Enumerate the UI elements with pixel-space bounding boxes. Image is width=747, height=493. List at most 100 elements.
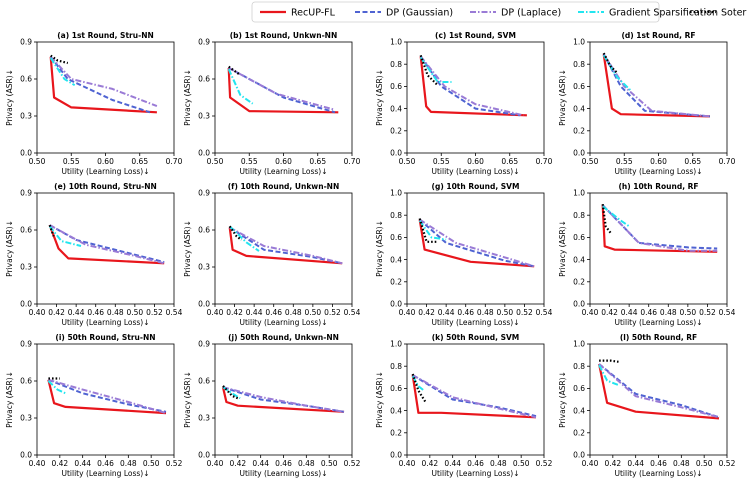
series-line-soteria — [601, 203, 613, 235]
legend-frame — [251, 1, 660, 23]
y-axis-label: Privacy (ASR)↓ — [558, 69, 567, 126]
x-tick-label: 0.44 — [627, 459, 644, 468]
x-tick-label: 0.52 — [516, 308, 533, 317]
legend-item-4: Soteria — [690, 8, 747, 19]
y-tick-label: 0.6 — [390, 233, 402, 242]
y-tick-label: 0.8 — [573, 362, 585, 371]
x-tick-label: 0.48 — [477, 308, 494, 317]
series-line-recup-fl — [228, 227, 343, 265]
series-line-dp-gaussian- — [602, 53, 710, 118]
x-tick-label: 0.50 — [497, 308, 514, 317]
series-line-dp-gaussian- — [48, 378, 167, 413]
y-tick-label: 0.4 — [573, 104, 585, 113]
panel-title: (e) 10th Round, Stru-NN — [54, 182, 157, 191]
x-tick-label: 0.40 — [29, 459, 46, 468]
x-tick-label: 0.46 — [640, 308, 657, 317]
x-tick-label: 0.65 — [684, 157, 701, 166]
x-tick-label: 0.48 — [107, 308, 124, 317]
x-tick-label: 0.40 — [399, 459, 416, 468]
y-tick-label: 0.0 — [198, 451, 210, 460]
x-tick-label: 0.52 — [699, 308, 716, 317]
y-tick-label: 0.0 — [573, 451, 585, 460]
y-tick-label: 0.6 — [573, 82, 585, 91]
y-tick-label: 0.6 — [198, 75, 210, 84]
axes-frame — [214, 343, 353, 456]
series-line-gradient-sparsification — [602, 54, 632, 92]
chart-panel-11: (l) 50th Round, RF 0.40 0.42 0.44 0.46 0.48 0.… — [558, 333, 736, 478]
series-line-dp-gaussian- — [228, 67, 336, 114]
chart-panel-9: (j) 50th Round, Unkwn-NN 0.40 0.42 0.44 0.46… — [183, 333, 361, 478]
y-tick-label: 0.4 — [390, 406, 402, 415]
x-tick-label: 0.70 — [344, 157, 361, 166]
x-tick-label: 0.46 — [275, 459, 292, 468]
series-line-recup-fl — [49, 56, 157, 114]
series-line-recup-fl — [602, 54, 710, 118]
y-tick-label: 0.0 — [198, 300, 210, 309]
x-tick-label: 0.40 — [207, 308, 224, 317]
x-tick-label: 0.42 — [604, 459, 621, 468]
x-tick-label: 0.46 — [87, 308, 104, 317]
y-tick-label: 0.6 — [20, 75, 32, 84]
series-line-dp-gaussian- — [598, 363, 720, 419]
y-tick-label: 0.8 — [390, 362, 402, 371]
chart-panel-10: (k) 50th Round, SVM 0.40 0.42 0.44 0.46 0.48 0… — [375, 333, 553, 478]
x-tick-label: 0.70 — [166, 157, 183, 166]
x-tick-label: 0.55 — [433, 157, 450, 166]
series-line-soteria — [418, 218, 439, 243]
series-line-dp-laplace- — [222, 386, 345, 413]
x-tick-label: 0.42 — [51, 459, 68, 468]
chart-panel-1: (b) 1st Round, Unkwn-NN 0.50 0.55 0.60 0.65 0… — [183, 31, 361, 176]
series-line-dp-gaussian- — [419, 55, 521, 117]
series-line-gradient-sparsification — [602, 205, 630, 228]
x-axis-label: Utility (Learning Loss)↓ — [432, 167, 520, 176]
series-line-soteria — [228, 225, 243, 241]
series-line-recup-fl — [48, 224, 165, 265]
series-line-dp-laplace- — [419, 55, 524, 117]
x-tick-label: 0.40 — [582, 459, 599, 468]
series-line-gradient-sparsification — [227, 68, 254, 105]
series-line-soteria — [602, 52, 619, 74]
legend-label: Gradient Sparsification — [609, 8, 718, 19]
x-tick-label: 0.40 — [399, 308, 416, 317]
series-line-gradient-sparsification — [419, 56, 452, 83]
x-tick-label: 0.55 — [616, 157, 633, 166]
x-tick-label: 0.52 — [536, 459, 553, 468]
x-tick-label: 0.48 — [285, 308, 302, 317]
y-tick-label: 0.0 — [573, 149, 585, 158]
x-tick-label: 0.50 — [143, 459, 160, 468]
x-tick-label: 0.42 — [421, 459, 438, 468]
series-line-gradient-sparsification — [418, 220, 447, 241]
y-tick-label: 0.3 — [198, 112, 210, 121]
y-tick-label: 0.4 — [390, 104, 402, 113]
x-tick-label: 0.54 — [344, 308, 361, 317]
y-tick-label: 0.2 — [573, 127, 585, 136]
y-tick-label: 0.8 — [573, 60, 585, 69]
series-line-dp-laplace- — [412, 374, 537, 419]
chart-panel-3: (d) 1st Round, RF 0.50 0.55 0.60 0.65 0.70 0.0… — [558, 31, 736, 176]
x-tick-label: 0.44 — [74, 459, 91, 468]
x-tick-label: 0.50 — [127, 308, 144, 317]
panel-title: (g) 10th Round, SVM — [432, 182, 520, 191]
series-line-soteria — [599, 359, 619, 363]
x-tick-label: 0.44 — [621, 308, 638, 317]
y-tick-label: 0.6 — [198, 226, 210, 235]
x-tick-label: 0.42 — [226, 308, 243, 317]
panel-title: (i) 50th Round, Stru-NN — [55, 333, 155, 342]
x-tick-label: 0.42 — [601, 308, 618, 317]
x-axis-label: Utility (Learning Loss)↓ — [240, 318, 328, 327]
x-tick-label: 0.48 — [660, 308, 677, 317]
legend-item-2: DP (Laplace) — [470, 8, 561, 19]
x-tick-label: 0.40 — [582, 308, 599, 317]
y-axis-label: Privacy (ASR)↓ — [5, 69, 14, 126]
x-tick-label: 0.42 — [229, 459, 246, 468]
y-tick-label: 1.0 — [390, 38, 402, 47]
y-tick-label: 0.6 — [390, 384, 402, 393]
y-tick-label: 0.0 — [20, 300, 32, 309]
y-tick-label: 1.0 — [573, 189, 585, 198]
series-line-dp-gaussian- — [49, 56, 151, 114]
legend-label: Soteria — [721, 8, 747, 19]
chart-panel-7: (h) 10th Round, RF0.40 0.42 0.44 0.46 0.48 0.… — [558, 182, 736, 327]
axes-frame — [214, 192, 353, 305]
legend-item-1: DP (Gaussian) — [355, 8, 453, 19]
